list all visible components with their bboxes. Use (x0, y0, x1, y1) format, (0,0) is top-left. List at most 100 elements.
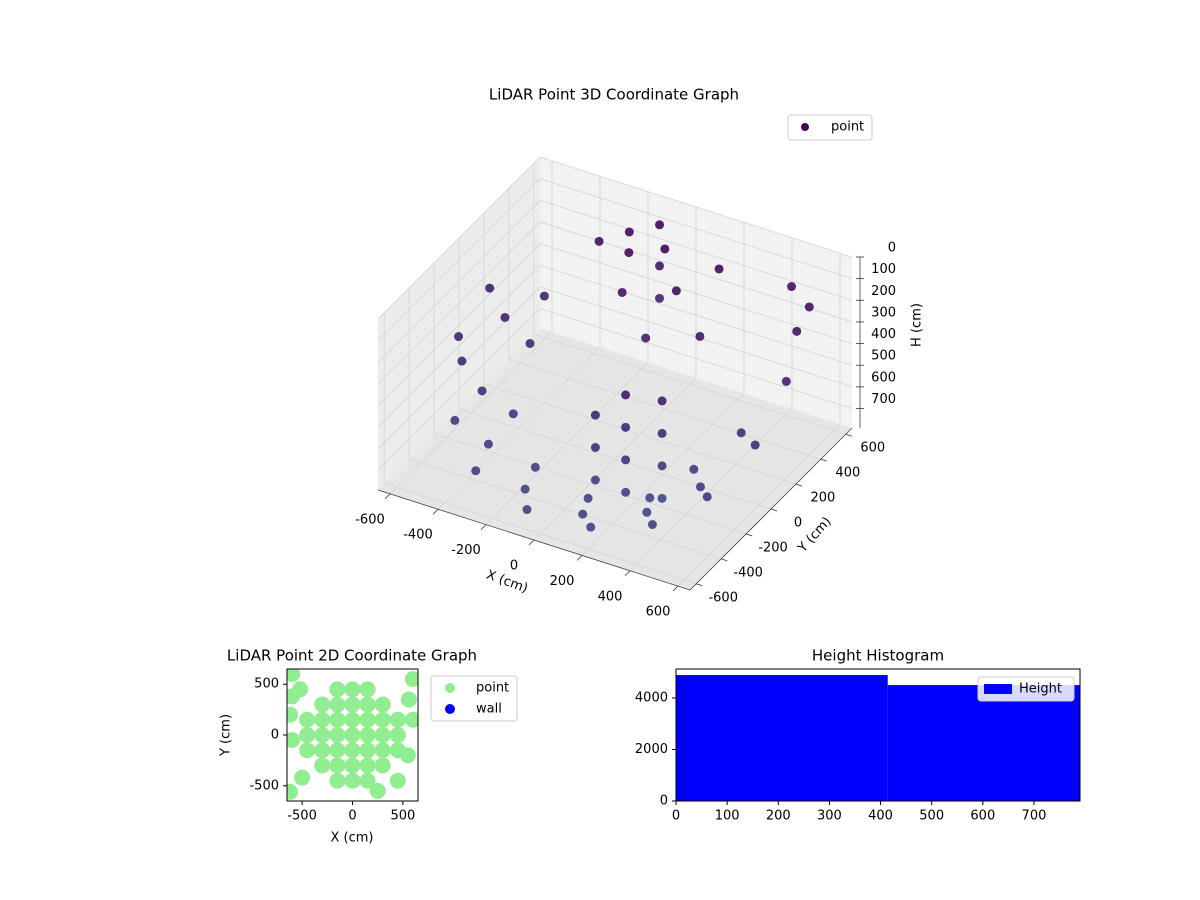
data-point (329, 772, 346, 789)
data-point (314, 742, 331, 759)
data-point (344, 681, 361, 698)
data-point (485, 283, 495, 293)
x-tick (576, 555, 583, 561)
x-axis-line (377, 489, 691, 591)
data-point (621, 455, 631, 465)
data-point (329, 757, 346, 774)
data-point (671, 286, 681, 296)
legend-box (977, 676, 1075, 702)
data-point (374, 742, 391, 759)
data-point (344, 727, 361, 743)
data-point (645, 493, 655, 503)
x-tick (672, 585, 679, 592)
x-tick-label: 0 (510, 559, 518, 574)
data-point (389, 772, 406, 789)
data-point (702, 492, 712, 502)
z-tick-label: 600 (871, 370, 896, 385)
x-tick-label: 600 (646, 605, 671, 620)
data-point (344, 742, 361, 759)
axes-frame (675, 668, 1081, 802)
data-point (404, 711, 418, 728)
x-tick-label: 100 (715, 809, 740, 824)
data-point (655, 220, 665, 230)
data-point (359, 681, 376, 698)
data-point (314, 711, 331, 728)
data-point (522, 505, 532, 515)
y-tick (721, 558, 728, 562)
data-point (344, 711, 361, 728)
chart-title: LiDAR Point 2D Coordinate Graph (227, 647, 477, 665)
x-tick-label: -200 (451, 543, 481, 558)
legend-box (787, 114, 873, 141)
z-tick-label: 0 (888, 241, 896, 256)
data-point (520, 484, 530, 494)
data-point (750, 440, 760, 450)
y-tick (820, 458, 827, 462)
data-point (695, 482, 705, 492)
x-tick (384, 493, 391, 500)
points (287, 669, 418, 800)
data-point (329, 742, 346, 759)
y-tick (795, 483, 803, 487)
data-point (344, 757, 361, 774)
y-axis-label: Y (cm) (219, 714, 234, 757)
z-tick-label: 700 (871, 392, 896, 407)
legend-marker (445, 704, 455, 714)
y-tick (745, 533, 753, 537)
data-point (287, 669, 301, 683)
x-tick-label: 300 (817, 809, 842, 824)
data-point (450, 415, 460, 425)
grid-line (377, 286, 541, 450)
grid-line (539, 156, 853, 258)
data-point (287, 688, 301, 705)
z-tick-label: 100 (871, 262, 896, 277)
data-point (583, 493, 593, 503)
y-tick-label: 4000 (635, 690, 668, 705)
y-tick-label: 600 (860, 441, 885, 456)
data-point (586, 522, 596, 532)
data-point (329, 711, 346, 728)
x-tick (480, 524, 487, 530)
data-point (621, 390, 631, 400)
data-point (714, 264, 724, 274)
y-tick-label: 0 (794, 516, 802, 531)
data-point (804, 302, 814, 312)
data-point (787, 282, 797, 292)
data-point (287, 732, 301, 749)
grid-line (508, 358, 821, 460)
data-point (539, 291, 549, 301)
y-tick-label: 2000 (635, 742, 668, 757)
data-point (314, 757, 331, 774)
grid-line (377, 308, 541, 471)
data-point (314, 727, 331, 743)
data-point (781, 376, 791, 386)
z-tick-label: 500 (871, 349, 896, 364)
data-point (374, 727, 391, 743)
x-axis-label: X (cm) (484, 568, 530, 597)
x-tick (624, 570, 631, 577)
bar (887, 685, 1080, 801)
x-tick-label: 400 (868, 809, 893, 824)
grid-line (377, 200, 541, 363)
legend-label: Height (1019, 682, 1062, 697)
grid-line (539, 308, 853, 409)
legend-marker (801, 123, 809, 131)
data-point (454, 332, 464, 342)
data-point (374, 711, 391, 728)
x-tick-label: 0 (348, 809, 356, 824)
data-point (359, 757, 376, 774)
data-point (642, 507, 652, 517)
data-point (329, 681, 346, 698)
y-tick-label: 0 (660, 794, 668, 809)
data-point (500, 312, 510, 322)
chart-title: Height Histogram (812, 647, 944, 665)
x-tick-label: 400 (598, 589, 623, 604)
data-point (590, 410, 600, 420)
data-point (359, 696, 376, 713)
grid-line (533, 333, 846, 435)
data-point (374, 757, 391, 774)
data-point (621, 487, 631, 497)
data-point (287, 706, 299, 723)
x-tick (528, 539, 535, 546)
